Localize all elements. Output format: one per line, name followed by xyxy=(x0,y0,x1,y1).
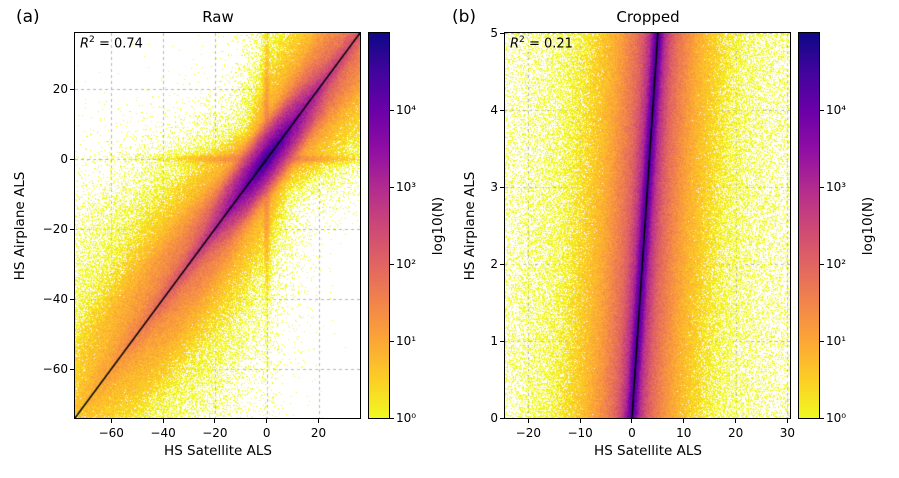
y-tick-mark xyxy=(70,298,74,300)
y-tick-mark xyxy=(70,368,74,370)
panel-label-b: (b) xyxy=(452,7,477,27)
plot-title-a: Raw xyxy=(202,8,234,26)
x-tick-mark xyxy=(786,419,788,423)
colorbar-tick-mark xyxy=(820,263,824,265)
x-tick-label: −20 xyxy=(202,426,228,440)
x-tick-mark xyxy=(735,419,737,423)
colorbar-tick-mark xyxy=(390,263,394,265)
panel-label-a: (a) xyxy=(16,7,40,27)
r2-value-a: = 0.74 xyxy=(94,36,143,52)
r2-annotation-b: R2 = 0.21 xyxy=(510,35,573,51)
x-tick-mark xyxy=(266,419,268,423)
x-tick-mark xyxy=(318,419,320,423)
y-tick-label: 20 xyxy=(52,82,68,96)
y-tick-mark xyxy=(70,88,74,90)
y-tick-label: 0 xyxy=(60,152,68,166)
colorbar-tick-label: 10³ xyxy=(826,180,847,194)
r2-var-b: R xyxy=(510,36,520,52)
colorbar-tick-label: 10² xyxy=(826,257,847,271)
x-tick-label: −40 xyxy=(150,426,176,440)
y-tick-label: −20 xyxy=(42,222,68,236)
colorbar-tick-mark xyxy=(820,417,824,419)
r2-exp-a: 2 xyxy=(89,35,95,45)
x-tick-label: 0 xyxy=(628,426,636,440)
colorbar-tick-mark xyxy=(390,340,394,342)
colorbar-tick-label: 10⁴ xyxy=(396,103,417,117)
y-tick-mark xyxy=(500,32,504,34)
colorbar-b xyxy=(798,32,820,419)
x-tick-mark xyxy=(162,419,164,423)
density-canvas-a xyxy=(75,33,360,418)
x-tick-label: 20 xyxy=(310,426,327,440)
colorbar-tick-mark xyxy=(820,186,824,188)
x-tick-mark xyxy=(214,419,216,423)
plot-title-b: Cropped xyxy=(616,8,680,26)
x-tick-mark xyxy=(683,419,685,423)
x-tick-label: 30 xyxy=(779,426,796,440)
y-tick-label: −60 xyxy=(42,362,68,376)
y-tick-mark xyxy=(70,228,74,230)
y-tick-mark xyxy=(500,417,504,419)
colorbar-tick-label: 10⁴ xyxy=(826,103,847,117)
colorbar-tick-label: 10⁰ xyxy=(826,411,847,425)
y-tick-label: −40 xyxy=(42,292,68,306)
y-tick-mark xyxy=(70,158,74,160)
y-tick-mark xyxy=(500,109,504,111)
x-tick-label: 20 xyxy=(727,426,744,440)
x-tick-label: 0 xyxy=(262,426,271,440)
x-axis-label-b: HS Satellite ALS xyxy=(594,443,702,459)
colorbar-tick-mark xyxy=(390,186,394,188)
colorbar-label-b: log10(N) xyxy=(860,196,876,256)
r2-var-a: R xyxy=(80,36,90,52)
colorbar-tick-label: 10³ xyxy=(396,180,417,194)
colorbar-tick-mark xyxy=(820,109,824,111)
x-tick-mark xyxy=(527,419,529,423)
colorbar-tick-mark xyxy=(390,417,394,419)
r2-annotation-a: R2 = 0.74 xyxy=(80,35,143,51)
colorbar-tick-label: 10⁰ xyxy=(396,411,417,425)
x-tick-label: 10 xyxy=(676,426,692,440)
y-tick-label: 4 xyxy=(490,103,498,117)
y-tick-label: 2 xyxy=(490,257,498,271)
x-tick-mark xyxy=(110,419,112,423)
density-canvas-b xyxy=(505,33,790,418)
colorbar-label-a: log10(N) xyxy=(430,196,446,256)
y-tick-mark xyxy=(500,263,504,265)
x-tick-label: −20 xyxy=(515,426,541,440)
x-tick-mark xyxy=(631,419,633,423)
colorbar-a xyxy=(368,32,390,419)
colorbar-tick-label: 10² xyxy=(396,257,417,271)
x-axis-label-a: HS Satellite ALS xyxy=(164,443,272,459)
y-tick-label: 3 xyxy=(490,180,498,194)
x-tick-mark xyxy=(579,419,581,423)
plot-area-a: R2 = 0.74 xyxy=(74,32,361,419)
x-tick-label: −10 xyxy=(567,426,593,440)
y-tick-label: 0 xyxy=(490,411,498,425)
r2-exp-b: 2 xyxy=(519,35,525,45)
r2-value-b: = 0.21 xyxy=(524,36,573,52)
colorbar-tick-label: 10¹ xyxy=(396,334,417,348)
y-tick-mark xyxy=(500,340,504,342)
colorbar-tick-mark xyxy=(820,340,824,342)
colorbar-tick-mark xyxy=(390,109,394,111)
y-tick-label: 1 xyxy=(490,334,498,348)
y-tick-mark xyxy=(500,186,504,188)
y-axis-label-a: HS Airplane ALS xyxy=(12,171,28,281)
y-tick-label: 5 xyxy=(490,26,498,40)
plot-area-b: R2 = 0.21 xyxy=(504,32,791,419)
x-tick-label: −60 xyxy=(98,426,124,440)
colorbar-tick-label: 10¹ xyxy=(826,334,847,348)
